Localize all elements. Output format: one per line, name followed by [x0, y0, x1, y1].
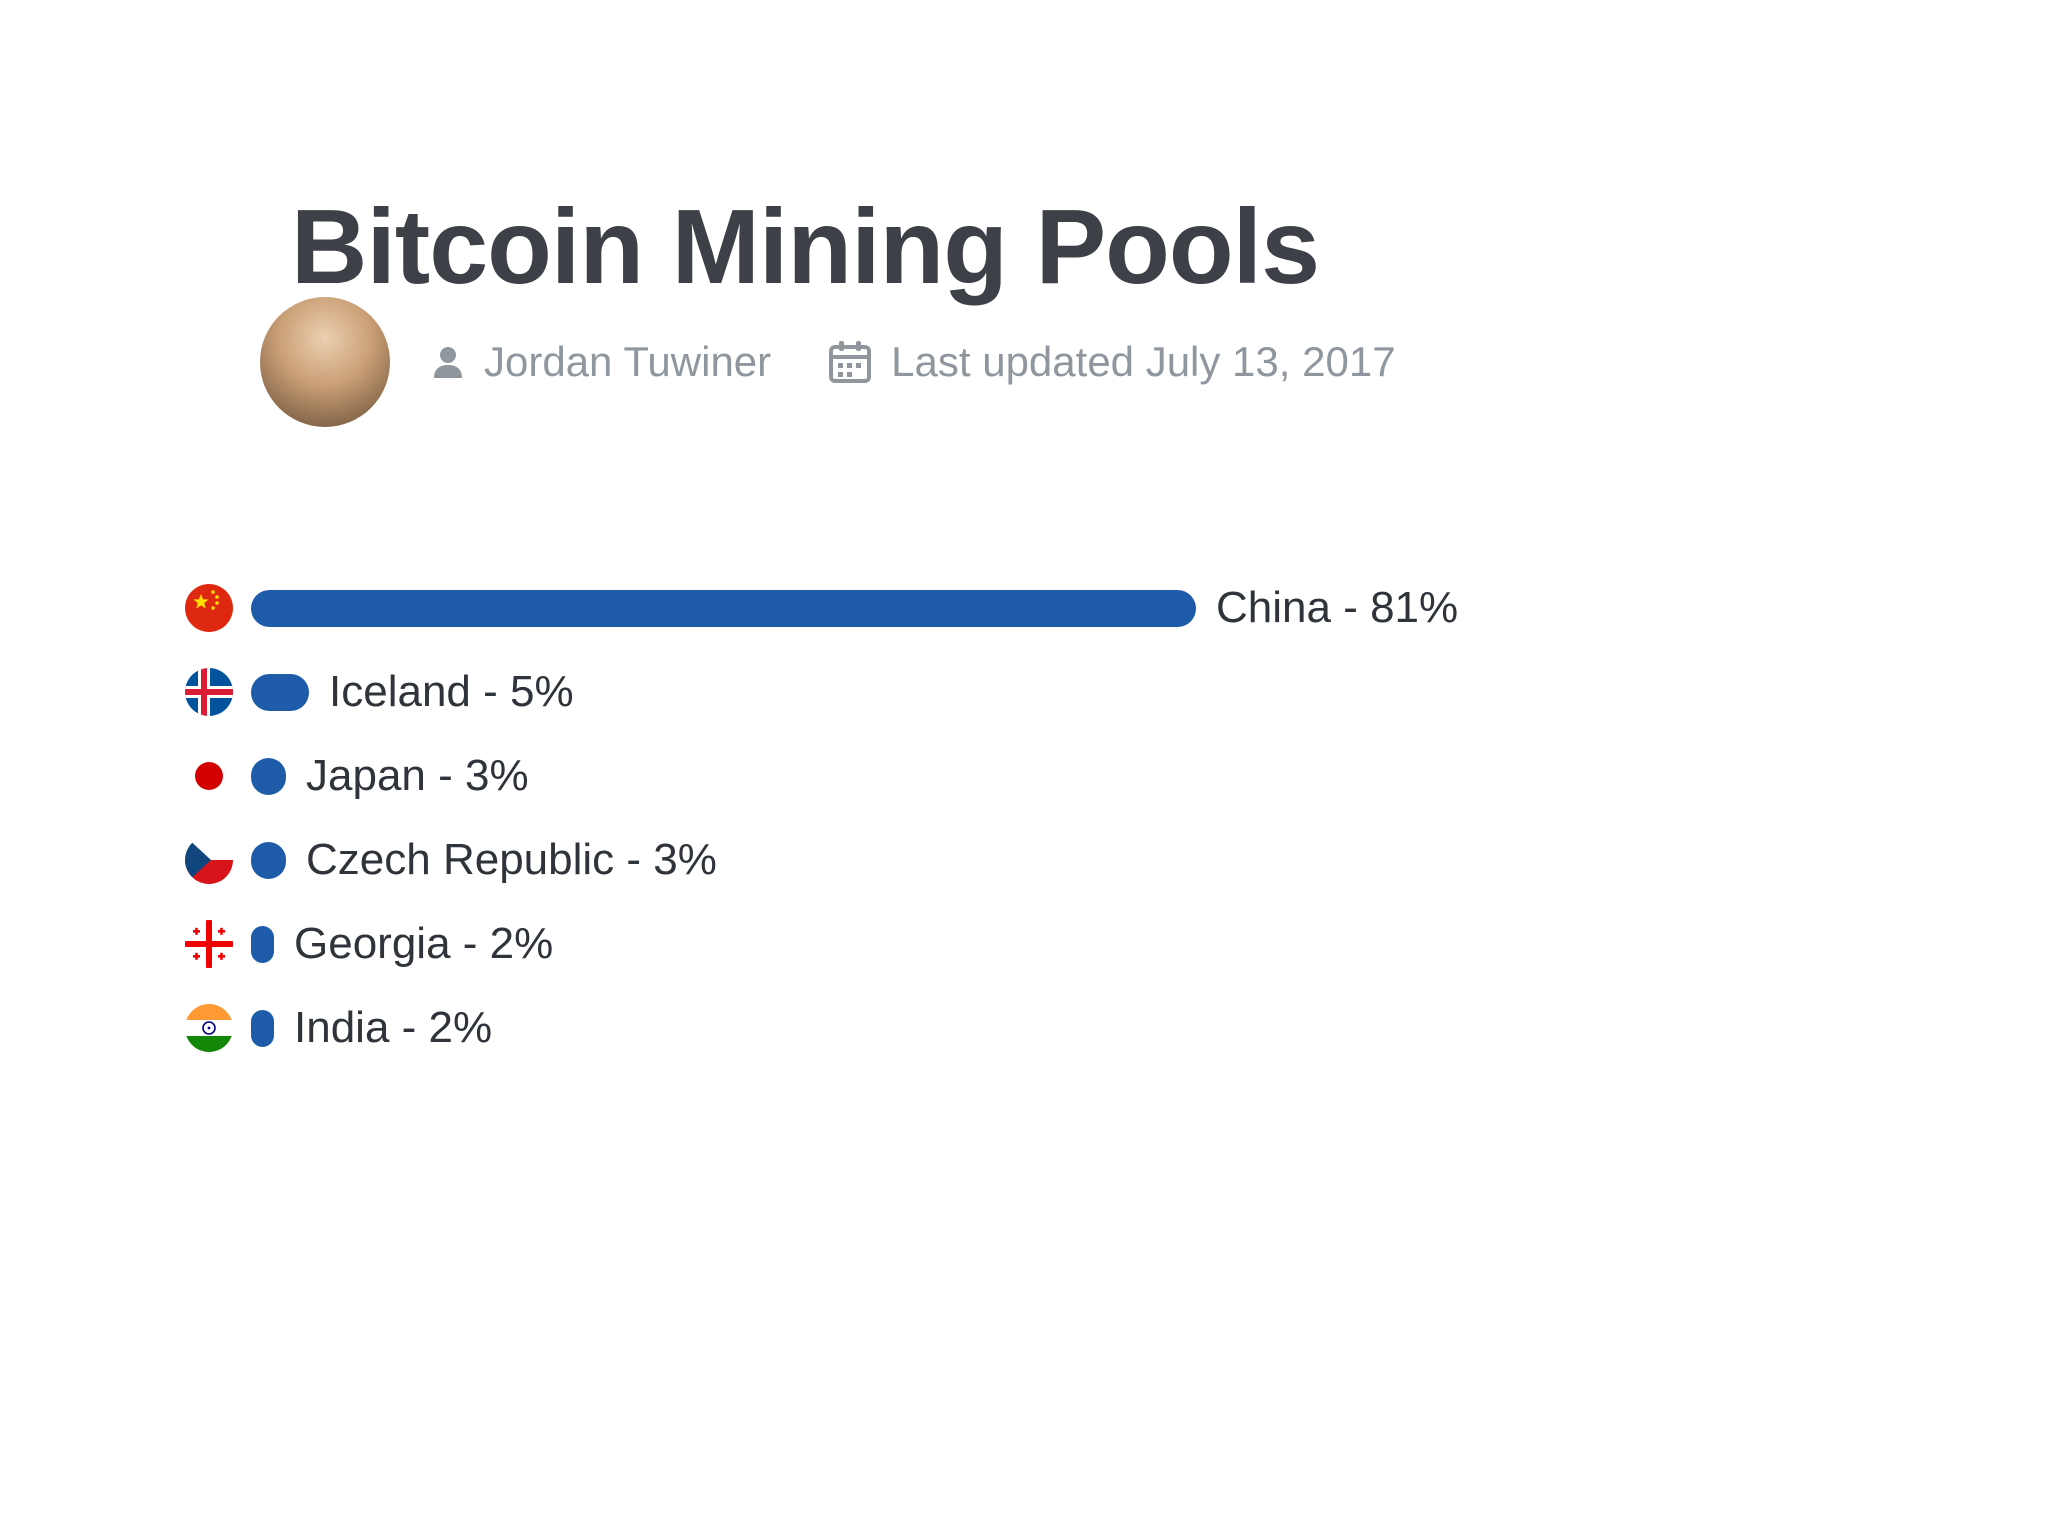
- chart-row-china: China - 81%: [185, 583, 1459, 632]
- person-icon: [428, 342, 468, 382]
- last-updated-text: Last updated July 13, 2017: [891, 338, 1396, 385]
- bar-label-india: India - 2%: [294, 1003, 493, 1052]
- bar-india: [251, 1009, 274, 1047]
- bar-japan: [251, 757, 286, 795]
- bar-label-china: China - 81%: [1216, 583, 1459, 632]
- japan-flag-icon: [185, 752, 233, 800]
- chart-row-czech-republic: Czech Republic - 3%: [185, 835, 1458, 884]
- bar-iceland: [251, 673, 309, 711]
- bar-label-japan: Japan - 3%: [306, 751, 529, 800]
- calendar-icon: [827, 339, 873, 385]
- page-title: Bitcoin Mining Pools: [290, 188, 1320, 307]
- china-flag-icon: [185, 584, 233, 632]
- czech-republic-flag-icon: [185, 836, 233, 884]
- bar-label-czech-republic: Czech Republic - 3%: [306, 835, 717, 884]
- bar-georgia: [251, 925, 274, 963]
- chart-row-georgia: Georgia - 2%: [185, 919, 1458, 968]
- byline: Jordan Tuwiner Last updated July 13, 201…: [260, 297, 1396, 427]
- bar-label-georgia: Georgia - 2%: [294, 919, 554, 968]
- author-avatar: [260, 297, 390, 427]
- bar-china: [251, 589, 1196, 627]
- bar-czech-republic: [251, 841, 286, 879]
- georgia-flag-icon: [185, 920, 233, 968]
- author-name: Jordan Tuwiner: [484, 338, 772, 385]
- chart-row-japan: Japan - 3%: [185, 751, 1458, 800]
- chart-row-india: India - 2%: [185, 1003, 1458, 1052]
- bar-label-iceland: Iceland - 5%: [329, 667, 574, 716]
- mining-pools-chart: China - 81% Iceland - 5%: [185, 583, 1459, 1088]
- india-flag-icon: [185, 1004, 233, 1052]
- chart-row-iceland: Iceland - 5%: [185, 667, 1458, 716]
- iceland-flag-icon: [185, 668, 233, 716]
